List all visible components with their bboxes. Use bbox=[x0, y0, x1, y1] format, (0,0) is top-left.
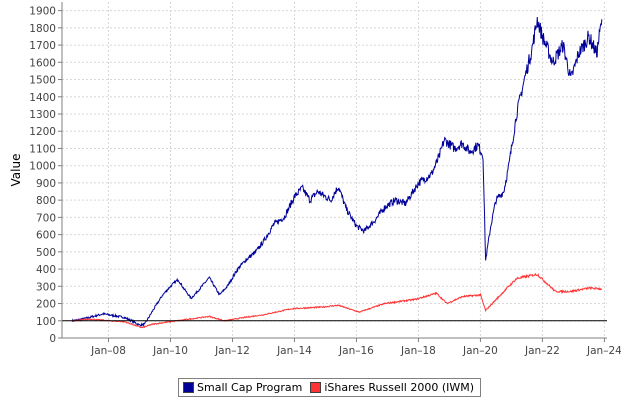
series-layer bbox=[71, 17, 603, 329]
x-tick-label: Jan–18 bbox=[400, 345, 436, 357]
y-tick-label: 0 bbox=[49, 333, 56, 345]
legend-label-iwm: iShares Russell 2000 (IWM) bbox=[324, 381, 475, 394]
legend: Small Cap Program iShares Russell 2000 (… bbox=[178, 378, 482, 397]
y-tick-label: 600 bbox=[36, 230, 56, 242]
x-tick-label: Jan–12 bbox=[214, 345, 250, 357]
axes: 0 100 200 300 400 500 600 700 800 900 1000 1100 1200… bbox=[29, 2, 621, 357]
y-tick-label: 300 bbox=[36, 281, 56, 293]
legend-swatch-iwm bbox=[310, 382, 322, 393]
x-tick-label: Jan–10 bbox=[152, 345, 188, 357]
legend-swatch-small-cap bbox=[183, 382, 194, 393]
y-tick-label: 500 bbox=[36, 247, 56, 259]
legend-label-small-cap: Small Cap Program bbox=[197, 381, 303, 394]
y-tick-label: 1600 bbox=[29, 57, 56, 69]
x-tick-label: Jan–22 bbox=[524, 345, 560, 357]
y-tick-label: 1700 bbox=[29, 40, 56, 52]
y-tick-label: 400 bbox=[36, 264, 56, 276]
x-tick-label: Jan–14 bbox=[276, 345, 312, 357]
y-tick-label: 1400 bbox=[29, 92, 56, 104]
plot-background bbox=[62, 2, 607, 338]
y-tick-label: 1900 bbox=[29, 6, 56, 18]
y-tick-label: 1200 bbox=[29, 126, 56, 138]
y-tick-label: 1800 bbox=[29, 23, 56, 35]
grid bbox=[62, 2, 607, 339]
legend-item-iwm: iShares Russell 2000 (IWM) bbox=[310, 381, 474, 394]
series-line-1 bbox=[72, 272, 603, 329]
y-tick-label: 1000 bbox=[29, 161, 56, 173]
y-tick-label: 1500 bbox=[29, 75, 56, 87]
y-axis-label: Value bbox=[9, 154, 23, 187]
x-tick-label: Jan–20 bbox=[462, 345, 498, 357]
y-tick-label: 700 bbox=[36, 212, 56, 224]
x-tick-label: Jan–08 bbox=[90, 345, 126, 357]
y-tick-label: 900 bbox=[36, 178, 56, 190]
series-line-0 bbox=[71, 17, 603, 328]
y-tick-label: 1100 bbox=[29, 143, 56, 155]
y-tick-label: 100 bbox=[36, 316, 56, 328]
x-tick-label: Jan–16 bbox=[338, 345, 374, 357]
x-tick-label: Jan–24 bbox=[586, 345, 621, 357]
y-tick-label: 1300 bbox=[29, 109, 56, 121]
legend-item-small-cap: Small Cap Program bbox=[183, 381, 302, 394]
y-tick-label: 800 bbox=[36, 195, 56, 207]
y-tick-label: 200 bbox=[36, 299, 56, 311]
